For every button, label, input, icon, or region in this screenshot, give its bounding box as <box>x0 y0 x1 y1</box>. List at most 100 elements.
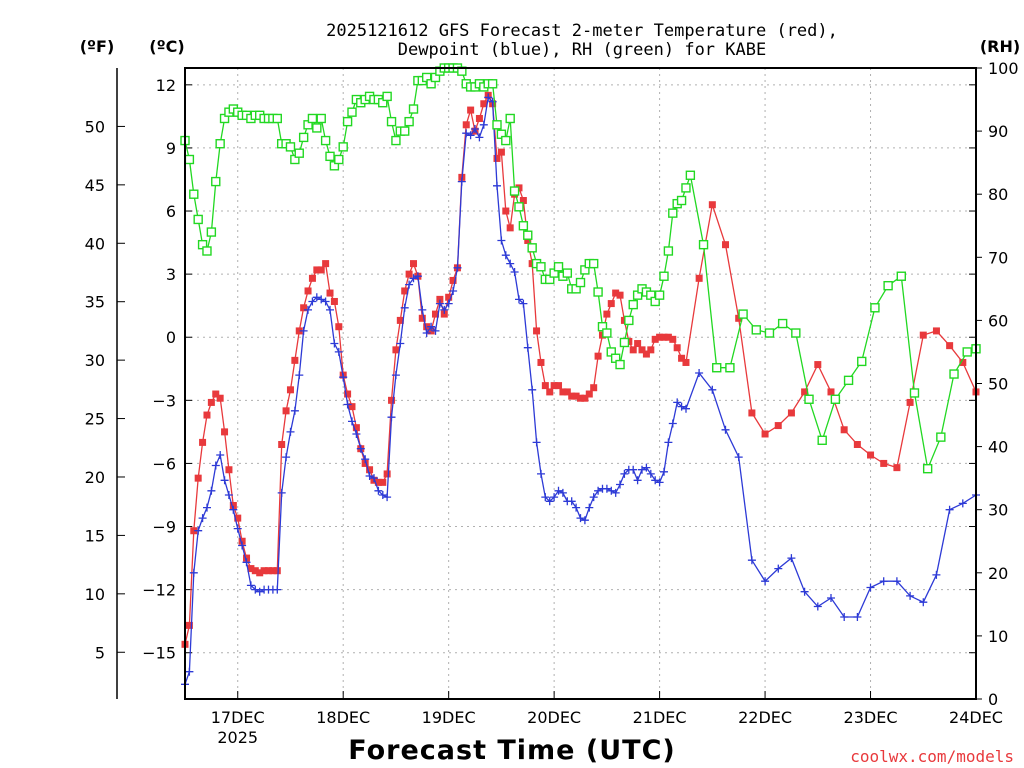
dewpoint-point <box>334 347 343 356</box>
temperature-point <box>678 354 686 362</box>
rh-point <box>654 290 665 300</box>
rh-point <box>830 394 841 404</box>
temperature-point <box>533 327 541 335</box>
rh-point <box>298 132 309 143</box>
temperature-point <box>774 422 782 430</box>
temperature-point <box>660 333 668 341</box>
rh-point <box>285 142 296 152</box>
dewpoint-point <box>813 602 822 611</box>
rh-point <box>738 309 748 319</box>
rh-tick-label: 90 <box>988 122 1008 141</box>
temperature-point <box>669 335 677 343</box>
temperature-point <box>748 409 756 417</box>
temperature-point <box>867 451 875 459</box>
rh-point <box>294 148 304 158</box>
dewpoint-point <box>506 259 515 268</box>
dewpoint-point <box>277 488 286 497</box>
temperature-point <box>335 323 343 331</box>
dewpoint-point <box>304 305 312 314</box>
dewpoint-point <box>558 488 567 497</box>
temperature-point <box>801 388 809 396</box>
rh-point <box>189 189 199 199</box>
temperature-point <box>519 197 527 205</box>
temperature-point <box>278 440 286 448</box>
temperature-point <box>919 331 927 339</box>
dewpoint-point <box>638 465 646 474</box>
dewpoint-point <box>945 505 954 514</box>
dewpoint-point <box>255 587 264 596</box>
dewpoint-point <box>440 305 449 314</box>
dewpoint-point <box>532 438 541 447</box>
dewpoint-point <box>673 398 682 407</box>
dewpoint-point <box>290 406 299 415</box>
temperature-point <box>199 438 207 446</box>
temperature-point <box>295 327 303 335</box>
dewpoint-point <box>435 299 444 308</box>
temperature-point <box>467 106 475 114</box>
temperature-point <box>827 388 835 396</box>
dewpoint-point <box>537 469 545 478</box>
temperature-point <box>330 297 338 305</box>
temperature-point <box>388 396 396 404</box>
temperature-point <box>787 409 795 417</box>
dewpoint-point <box>545 497 554 506</box>
temperature-point <box>664 333 672 341</box>
dewpoint-point <box>761 577 770 586</box>
dewpoint-point <box>668 419 677 428</box>
rh-point <box>386 116 397 127</box>
rh-point <box>936 432 946 442</box>
dewpoint-point <box>695 369 704 377</box>
dewpoint-point <box>286 427 295 436</box>
temperature-point <box>282 407 290 415</box>
dewpoint-point <box>229 505 238 514</box>
dewpoint-point <box>747 556 756 565</box>
rh-point <box>553 262 564 272</box>
temperature-point <box>708 201 716 209</box>
dewpoint-point <box>580 516 589 525</box>
rh-point <box>562 268 573 278</box>
rh-tick-label: 40 <box>988 438 1008 457</box>
dewpoint-point <box>633 476 642 485</box>
temperature-point <box>581 394 589 402</box>
temperature-point <box>418 314 426 322</box>
temperature-point <box>396 316 404 324</box>
rh-tick-label: 70 <box>988 248 1008 267</box>
temperature-point <box>308 274 316 282</box>
dewpoint-point <box>607 486 616 495</box>
temperature-point <box>410 260 418 268</box>
temperature-point <box>238 537 246 545</box>
rh-point <box>624 315 634 326</box>
temperature-point <box>374 478 382 486</box>
rh-point <box>509 186 520 196</box>
x-tick-label: 24DEC <box>949 708 1003 727</box>
plot-frame <box>184 67 977 700</box>
dewpoint-point <box>840 613 849 621</box>
dewpoint-point <box>462 129 471 138</box>
rh-point <box>347 107 357 117</box>
rh-point <box>400 126 410 136</box>
x-tick-label: 19DEC <box>422 708 476 727</box>
f-tick-label: 30 <box>85 351 105 370</box>
temperature-point <box>286 386 294 394</box>
dewpoint-point <box>721 425 730 434</box>
temperature-point <box>190 527 198 535</box>
f-tick-label: 25 <box>85 410 105 429</box>
dewpoint-point <box>378 491 387 499</box>
temperature-point <box>405 270 413 278</box>
rh-point <box>307 113 318 124</box>
dewpoint-point <box>629 465 638 474</box>
x-tick-label: 17DEC <box>211 708 265 727</box>
temperature-point <box>722 241 730 249</box>
temperature-point <box>695 274 703 282</box>
dewpoint-point <box>242 558 251 567</box>
dewpoint-point <box>519 299 528 308</box>
temperature-point <box>480 100 488 108</box>
temperature-point <box>651 335 659 343</box>
rh-point <box>804 394 814 404</box>
chart-title-line2: Dewpoint (blue), RH (green) for KABE <box>398 40 766 60</box>
rh-point <box>408 104 419 114</box>
temperature-point <box>594 352 602 360</box>
dewpoint-point <box>203 503 211 512</box>
dewpoint-point <box>405 280 414 289</box>
temperature-point <box>423 323 431 331</box>
